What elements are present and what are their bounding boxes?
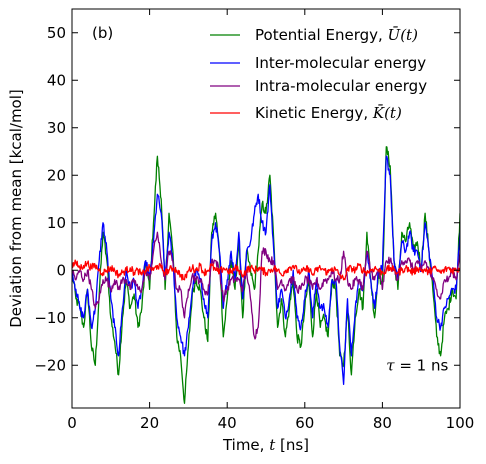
x-tick-label: 0: [67, 414, 77, 432]
panel-label: (b): [92, 24, 113, 42]
tau-symbol: τ: [386, 356, 395, 374]
x-tick-label: 80: [373, 414, 392, 432]
y-tick-label: 30: [47, 119, 66, 137]
x-axis-label-text: Time,: [222, 436, 269, 454]
axis-ticks: 0 20 40 60 80 100 −20 −10 0 10 20 30 40 50: [34, 9, 474, 432]
y-tick-label: 10: [47, 214, 66, 232]
x-axis-label-unit: [ns]: [275, 436, 309, 454]
series-line-2: [72, 155, 460, 385]
legend-label-2: Inter-molecular energy: [255, 54, 426, 72]
legend: Potential Energy, Ū(t) Inter-molecular en…: [210, 26, 427, 122]
tau-annotation: τ = 1 ns: [386, 356, 448, 374]
y-axis-label: Deviation from mean [kcal/mol]: [7, 89, 25, 328]
y-tick-label: −10: [34, 309, 66, 327]
x-tick-label: 40: [218, 414, 237, 432]
y-tick-label: 0: [56, 261, 66, 279]
series-line-3: [72, 231, 460, 340]
x-tick-label: 100: [446, 414, 475, 432]
y-tick-label: −20: [34, 356, 66, 374]
x-tick-label: 20: [140, 414, 159, 432]
plot-border: [71, 8, 461, 409]
y-tick-label: 50: [47, 24, 66, 42]
x-axis-label-symbol: t: [269, 436, 276, 454]
tau-value: = 1 ns: [395, 356, 449, 374]
y-tick-label: 20: [47, 166, 66, 184]
plot-frame: [71, 8, 461, 409]
series-layer: [72, 146, 460, 404]
x-axis-label: Time, t [ns]: [222, 436, 309, 454]
legend-label-1: Potential Energy, Ū(t): [255, 26, 418, 44]
legend-label-3: Intra-molecular energy: [255, 77, 427, 95]
legend-label-4: Kinetic Energy, K̄(t): [255, 104, 402, 122]
series-line-4: [72, 259, 460, 281]
y-tick-label: 40: [47, 71, 66, 89]
x-tick-label: 60: [295, 414, 314, 432]
